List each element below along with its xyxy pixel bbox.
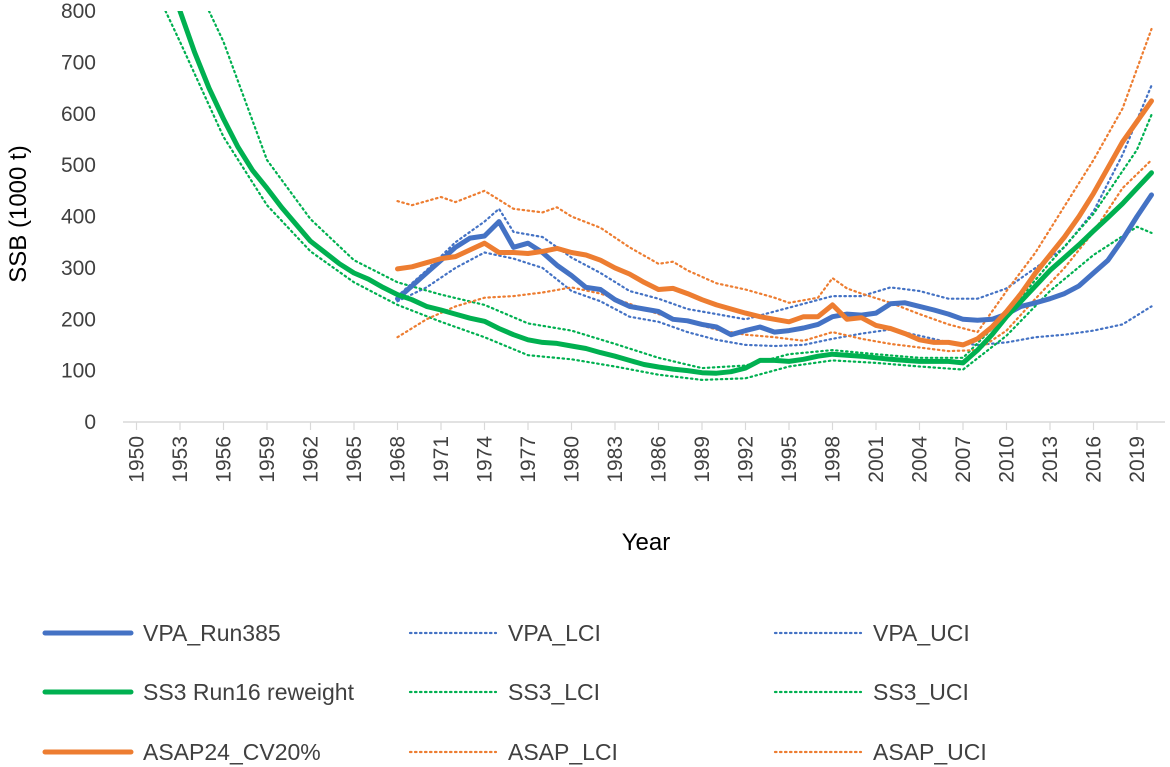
x-tick-label: 1995 xyxy=(778,436,801,483)
y-tick-label: 800 xyxy=(61,0,96,23)
y-tick-label: 500 xyxy=(61,154,96,177)
x-tick-label: 1974 xyxy=(474,436,497,483)
x-tick-label: 1983 xyxy=(604,436,627,483)
legend-label-asap24-cv20: ASAP24_CV20% xyxy=(143,739,321,765)
series-line-asap24-cv20 xyxy=(395,98,1154,348)
x-tick-label: 2007 xyxy=(952,436,975,483)
y-tick-label: 200 xyxy=(61,308,96,331)
legend-label-asap-uci: ASAP_UCI xyxy=(873,739,987,765)
x-tick-label: 1956 xyxy=(213,436,236,483)
series-line-ss3-run16-reweight xyxy=(177,11,1154,376)
y-tick-label: 300 xyxy=(61,257,96,280)
y-tick-label: 700 xyxy=(61,51,96,74)
x-tick-label: 2013 xyxy=(1039,436,1062,483)
x-tick-label: 2010 xyxy=(996,436,1019,483)
y-tick-label: 100 xyxy=(61,360,96,383)
series-line-vpa-run385 xyxy=(395,192,1154,338)
legend-label-ss3-lci: SS3_LCI xyxy=(508,679,600,705)
legend: VPA_Run385 VPA_LCI VPA_UCI SS3 Run16 reweig… xyxy=(42,620,987,765)
x-tick-label: 1968 xyxy=(387,436,410,483)
series-line-vpa-lci xyxy=(396,251,1153,348)
series-line-vpa-uci xyxy=(396,84,1153,321)
x-tick-label: 1989 xyxy=(691,436,714,483)
series-line-ss3-lci xyxy=(164,11,1153,381)
series-line-asap-uci xyxy=(396,27,1153,334)
x-tick-label: 1992 xyxy=(735,436,758,483)
x-tick-label: 2019 xyxy=(1126,436,1149,483)
x-tick-label: 1959 xyxy=(256,436,279,483)
x-tick-label: 2016 xyxy=(1083,436,1106,483)
legend-label-vpa-lci: VPA_LCI xyxy=(508,620,601,646)
x-axis-title: Year xyxy=(622,529,671,556)
x-tick-label: 1980 xyxy=(561,436,584,483)
x-tick-label: 2004 xyxy=(909,436,932,483)
x-tick-label: 1986 xyxy=(648,436,671,483)
legend-label-vpa-uci: VPA_UCI xyxy=(873,620,970,646)
x-tick-label: 1977 xyxy=(517,436,540,483)
series-line-asap-lci xyxy=(396,158,1153,353)
y-tick-label: 600 xyxy=(61,103,96,126)
x-tick-label: 1953 xyxy=(169,436,192,483)
legend-label-ss3-uci: SS3_UCI xyxy=(873,679,969,705)
x-tick-label: 1998 xyxy=(822,436,845,483)
x-tick-label: 1962 xyxy=(300,436,323,483)
legend-label-asap-lci: ASAP_LCI xyxy=(508,739,618,765)
x-tick-label: 1971 xyxy=(430,436,453,483)
x-tick-label: 1965 xyxy=(343,436,366,483)
y-axis-title: SSB (1000 t) xyxy=(5,145,32,282)
x-tick-label: 2001 xyxy=(865,436,888,483)
legend-label-vpa-run385: VPA_Run385 xyxy=(143,620,281,646)
legend-label-ss3-run16-reweight: SS3 Run16 reweight xyxy=(143,679,355,705)
x-tick-label: 1950 xyxy=(126,436,149,483)
y-tick-label: 400 xyxy=(61,206,96,229)
y-tick-label: 0 xyxy=(84,411,96,434)
